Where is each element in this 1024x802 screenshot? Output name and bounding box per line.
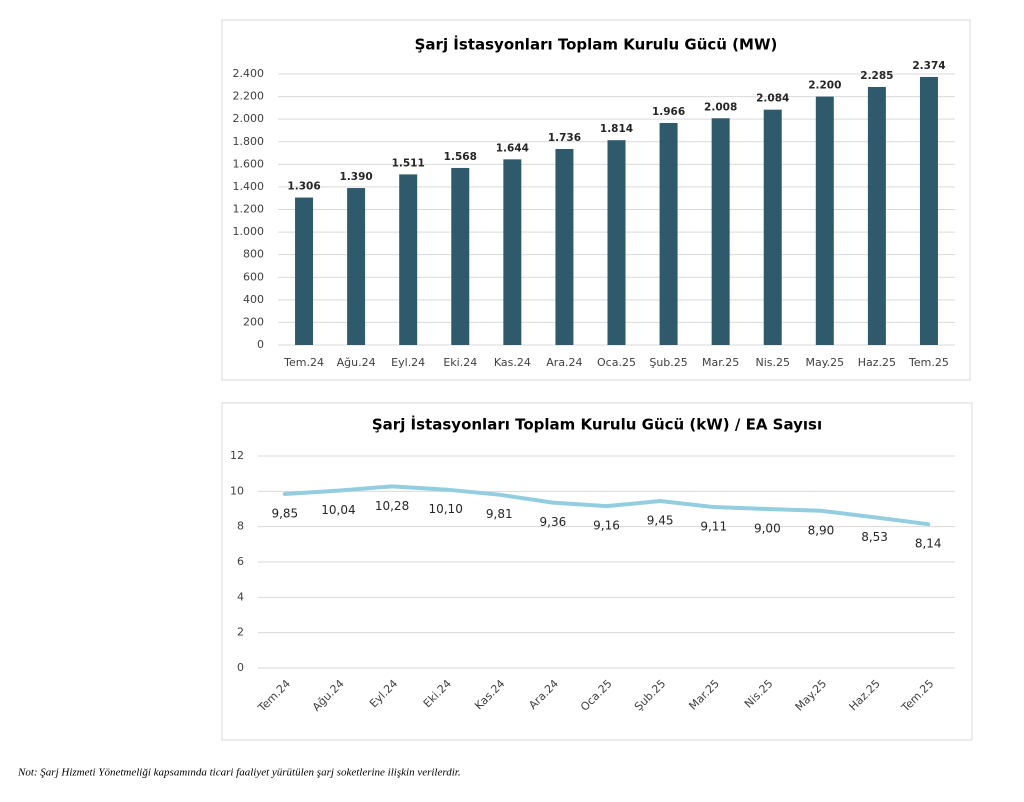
data-label: 2.200 [808,80,841,92]
data-label: 8,53 [861,530,888,544]
y-tick-label: 0 [237,661,244,674]
x-tick-label: Eki.24 [443,356,477,369]
data-label: 2.008 [704,101,737,113]
data-label: 10,04 [321,503,355,517]
y-tick-label: 200 [243,315,264,328]
data-label: 8,14 [915,537,942,551]
note: Not: Şarj Hizmeti Yönetmeliği kapsamında… [17,767,461,779]
line [282,484,931,527]
bar [399,174,418,345]
x-tick-label: Ağu.24 [337,356,376,369]
chart-frame [221,19,971,381]
bar [503,159,522,345]
x-tick-label: Haz.25 [858,356,896,369]
y-tick-label: 1.000 [233,225,265,238]
y-tick-label: 2.400 [233,67,265,80]
x-tick-label: Oca.25 [597,356,636,369]
y-tick-label: 2.000 [233,112,265,125]
x-tick-label: Şub.25 [649,356,687,369]
data-label: 1.306 [287,181,320,193]
bar [607,140,626,345]
x-tick-label: Mar.25 [702,356,739,369]
data-label: 9,81 [486,507,513,521]
x-tick-label: Tem.24 [283,356,324,369]
x-tick-label: May.25 [805,356,844,369]
x-tick-label: Ara.24 [546,356,582,369]
chart-frame [221,402,973,741]
y-tick-label: 10 [230,484,244,497]
data-label: 9,00 [754,522,781,536]
bar [451,167,470,345]
data-label: 9,85 [271,506,298,520]
y-tick-label: 400 [243,293,264,306]
x-tick-label: Tem.25 [908,356,949,369]
bar [347,188,366,345]
data-label: 10,10 [428,502,462,516]
data-label: 9,45 [647,514,674,528]
data-label: 2.084 [756,93,789,105]
y-tick-label: 800 [243,248,264,261]
y-tick-label: 1.600 [233,157,265,170]
data-label: 2.285 [860,70,893,82]
data-label: 1.390 [340,171,373,183]
data-label: 1.568 [444,151,477,163]
x-tick-label: Eyl.24 [391,356,425,369]
data-label: 10,28 [375,499,409,513]
bar [763,109,782,345]
chart-title: Şarj İstasyonları Toplam Kurulu Gücü (kW… [372,415,822,434]
data-label: 1.736 [548,132,581,144]
y-tick-label: 1.200 [233,203,265,216]
y-tick-label: 4 [237,590,244,603]
data-label: 1.814 [600,123,633,135]
bar [711,118,730,345]
y-tick-label: 1.800 [233,135,265,148]
data-label: 9,16 [593,519,620,533]
data-label: 9,36 [540,515,567,529]
y-tick-label: 600 [243,270,264,283]
bar [295,197,314,345]
bar [555,148,574,345]
data-label: 1.966 [652,106,685,118]
chart-title: Şarj İstasyonları Toplam Kurulu Gücü (MW… [415,35,778,54]
y-tick-label: 1.400 [233,180,265,193]
y-tick-label: 2 [237,626,244,639]
data-label: 9,11 [700,520,727,534]
x-tick-label: Kas.24 [494,356,531,369]
bar [659,123,678,346]
y-tick-label: 8 [237,520,244,533]
y-tick-label: 12 [230,449,244,462]
y-tick-label: 0 [257,338,264,351]
data-label: 2.374 [912,60,945,72]
data-label: 1.511 [392,157,425,169]
bar [815,96,834,345]
x-tick-label: Nis.25 [755,356,790,369]
data-label: 8,90 [808,523,835,537]
bar [919,76,938,345]
y-tick-label: 2.200 [233,90,265,103]
data-label: 1.644 [496,142,529,154]
y-tick-label: 6 [237,555,244,568]
bar [867,86,886,346]
